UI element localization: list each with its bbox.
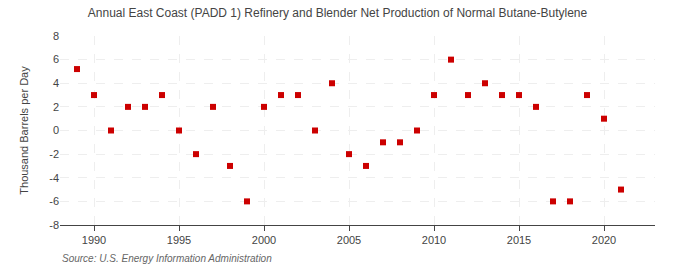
svg-text:2: 2 (53, 101, 59, 113)
svg-text:2020: 2020 (592, 234, 616, 246)
svg-text:-4: -4 (49, 172, 59, 184)
svg-text:1995: 1995 (167, 234, 191, 246)
svg-text:2000: 2000 (252, 234, 276, 246)
svg-text:2005: 2005 (337, 234, 361, 246)
svg-text:4: 4 (53, 77, 59, 89)
svg-text:Thousand Barrels per Day: Thousand Barrels per Day (18, 66, 30, 195)
svg-text:2010: 2010 (422, 234, 446, 246)
svg-text:1990: 1990 (82, 234, 106, 246)
svg-text:0: 0 (53, 124, 59, 136)
svg-text:Annual East Coast (PADD 1) Ref: Annual East Coast (PADD 1) Refinery and … (88, 6, 588, 20)
svg-text:6: 6 (53, 53, 59, 65)
svg-text:2015: 2015 (507, 234, 531, 246)
svg-text:-8: -8 (49, 219, 59, 231)
svg-text:-2: -2 (49, 148, 59, 160)
svg-text:-6: -6 (49, 195, 59, 207)
svg-text:Source: U.S. Energy Informatio: Source: U.S. Energy Information Administ… (62, 253, 272, 264)
svg-text:8: 8 (53, 30, 59, 42)
